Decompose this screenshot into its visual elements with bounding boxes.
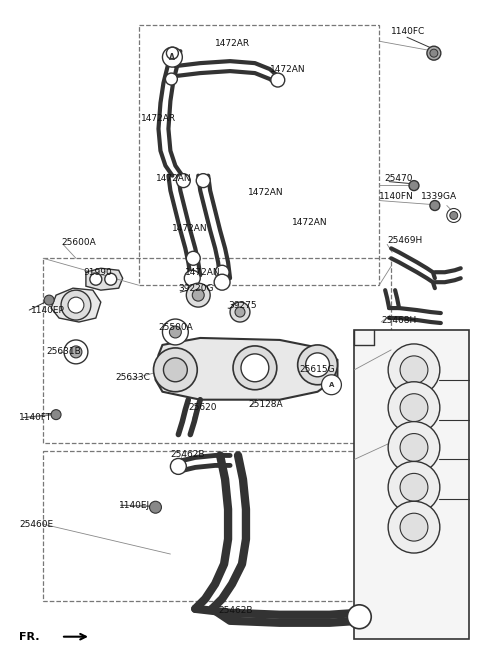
Circle shape bbox=[388, 382, 440, 434]
Circle shape bbox=[44, 295, 54, 305]
Text: 1472AN: 1472AN bbox=[292, 218, 327, 227]
Text: 25462B: 25462B bbox=[218, 606, 252, 615]
Circle shape bbox=[192, 289, 204, 301]
Circle shape bbox=[176, 174, 190, 188]
Circle shape bbox=[196, 174, 210, 188]
Text: 1339GA: 1339GA bbox=[421, 192, 457, 201]
Text: 1472AN: 1472AN bbox=[248, 188, 284, 197]
Text: 25469H: 25469H bbox=[387, 236, 422, 245]
Circle shape bbox=[61, 290, 91, 320]
Circle shape bbox=[70, 346, 82, 358]
Bar bbox=[139, 26, 379, 285]
Text: 25500A: 25500A bbox=[158, 323, 193, 333]
Circle shape bbox=[184, 270, 200, 286]
Circle shape bbox=[241, 354, 269, 382]
Text: A: A bbox=[169, 52, 175, 62]
Circle shape bbox=[150, 501, 161, 513]
Bar bbox=[43, 258, 391, 443]
Circle shape bbox=[215, 265, 229, 279]
Circle shape bbox=[400, 394, 428, 422]
Circle shape bbox=[235, 307, 245, 317]
Circle shape bbox=[162, 319, 188, 345]
Circle shape bbox=[233, 346, 277, 390]
Circle shape bbox=[388, 501, 440, 553]
Circle shape bbox=[271, 73, 285, 87]
Polygon shape bbox=[86, 268, 123, 290]
Circle shape bbox=[51, 409, 61, 420]
Circle shape bbox=[306, 353, 329, 377]
Circle shape bbox=[409, 180, 419, 191]
Circle shape bbox=[64, 340, 88, 364]
Circle shape bbox=[164, 358, 187, 382]
Text: 1140FT: 1140FT bbox=[19, 413, 52, 422]
Circle shape bbox=[400, 356, 428, 384]
Text: 25470: 25470 bbox=[384, 174, 413, 183]
Text: A: A bbox=[329, 382, 334, 388]
Circle shape bbox=[90, 274, 102, 285]
Text: 25620: 25620 bbox=[188, 403, 217, 412]
Text: 25615G: 25615G bbox=[300, 365, 335, 375]
Circle shape bbox=[167, 47, 179, 59]
Polygon shape bbox=[51, 288, 101, 322]
Text: 25600A: 25600A bbox=[61, 238, 96, 247]
Text: 1472AN: 1472AN bbox=[185, 268, 221, 277]
Text: 1472AN: 1472AN bbox=[172, 224, 208, 233]
Text: 91990: 91990 bbox=[83, 268, 112, 277]
Text: 1140EP: 1140EP bbox=[31, 306, 65, 315]
Circle shape bbox=[322, 375, 341, 395]
Circle shape bbox=[400, 434, 428, 461]
Text: 25633C: 25633C bbox=[116, 373, 151, 382]
Circle shape bbox=[105, 274, 117, 285]
Circle shape bbox=[169, 326, 181, 338]
Text: 1140EJ: 1140EJ bbox=[119, 501, 150, 510]
Text: 1472AR: 1472AR bbox=[215, 39, 250, 48]
Circle shape bbox=[348, 605, 371, 628]
Text: 1472AN: 1472AN bbox=[270, 64, 305, 73]
Bar bbox=[43, 451, 361, 601]
Circle shape bbox=[186, 283, 210, 307]
Text: 39220G: 39220G bbox=[179, 283, 214, 293]
Circle shape bbox=[450, 211, 458, 220]
Circle shape bbox=[166, 73, 178, 85]
Circle shape bbox=[400, 513, 428, 541]
Circle shape bbox=[400, 474, 428, 501]
Text: 1472AN: 1472AN bbox=[156, 174, 191, 183]
Circle shape bbox=[214, 274, 230, 290]
Circle shape bbox=[162, 47, 182, 67]
Circle shape bbox=[388, 461, 440, 513]
Circle shape bbox=[186, 251, 200, 265]
Circle shape bbox=[427, 46, 441, 60]
Text: 1472AR: 1472AR bbox=[141, 114, 176, 123]
Circle shape bbox=[230, 302, 250, 322]
Circle shape bbox=[430, 49, 438, 57]
Text: 39275: 39275 bbox=[228, 300, 257, 310]
Text: FR.: FR. bbox=[19, 632, 40, 642]
Polygon shape bbox=[156, 338, 337, 400]
Text: 25462B: 25462B bbox=[170, 450, 205, 459]
Text: 25460E: 25460E bbox=[19, 520, 53, 529]
Circle shape bbox=[170, 459, 186, 474]
Text: 25468H: 25468H bbox=[381, 316, 417, 325]
Text: 1140FN: 1140FN bbox=[379, 192, 414, 201]
Text: 25631B: 25631B bbox=[46, 348, 81, 356]
Circle shape bbox=[447, 209, 461, 222]
Circle shape bbox=[388, 422, 440, 474]
Text: 25128A: 25128A bbox=[248, 400, 283, 409]
Circle shape bbox=[154, 348, 197, 392]
Circle shape bbox=[388, 344, 440, 396]
Circle shape bbox=[68, 297, 84, 313]
Circle shape bbox=[430, 201, 440, 211]
Circle shape bbox=[298, 345, 337, 385]
Text: 1140FC: 1140FC bbox=[391, 27, 425, 36]
Bar bbox=[354, 330, 468, 639]
